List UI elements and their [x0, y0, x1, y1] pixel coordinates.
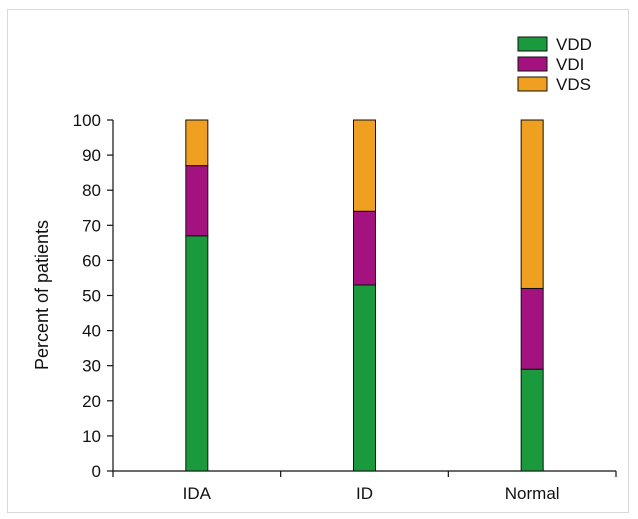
y-tick-label: 100	[73, 111, 101, 130]
y-tick-label: 20	[82, 392, 101, 411]
bar-segment-vdd-normal	[520, 368, 544, 472]
x-axis: IDA ID Normal	[112, 470, 617, 503]
bar-segment-vdd-id	[353, 284, 376, 472]
bar-segment-vdi-id	[353, 210, 376, 286]
bar-segment-vds-normal	[520, 119, 544, 289]
y-tick-label: 50	[82, 287, 101, 306]
y-tick-label: 30	[82, 357, 101, 376]
bars	[185, 119, 544, 472]
y-tick-label: 40	[82, 322, 101, 341]
y-tick-label: 90	[82, 146, 101, 165]
legend-label-vdd: VDD	[556, 35, 592, 54]
legend-label-vds: VDS	[556, 75, 591, 94]
y-axis-title: Percent of patients	[32, 220, 52, 370]
bar-segment-vdi-ida	[185, 165, 209, 237]
x-tick-label: Normal	[505, 484, 560, 503]
y-tick-label: 10	[82, 427, 101, 446]
y-tick-label: 0	[92, 462, 101, 481]
x-tick-label: IDA	[183, 484, 212, 503]
y-axis: 0 10 20 30 40 50 60 70 80 90 100	[73, 111, 114, 481]
bar-segment-vdi-normal	[520, 287, 544, 370]
bar-segment-vds-id	[353, 119, 376, 212]
legend-label-vdi: VDI	[556, 55, 584, 74]
legend-swatch-vdi	[517, 56, 548, 72]
y-tick-label: 70	[82, 216, 101, 235]
y-tick-label: 60	[82, 251, 101, 270]
legend-swatch-vdd	[517, 36, 548, 52]
legend-swatch-vds	[517, 76, 548, 92]
bar-segment-vds-ida	[185, 119, 209, 167]
y-tick-label: 80	[82, 181, 101, 200]
bar-segment-vdd-ida	[185, 235, 209, 472]
x-tick-label: ID	[356, 484, 373, 503]
